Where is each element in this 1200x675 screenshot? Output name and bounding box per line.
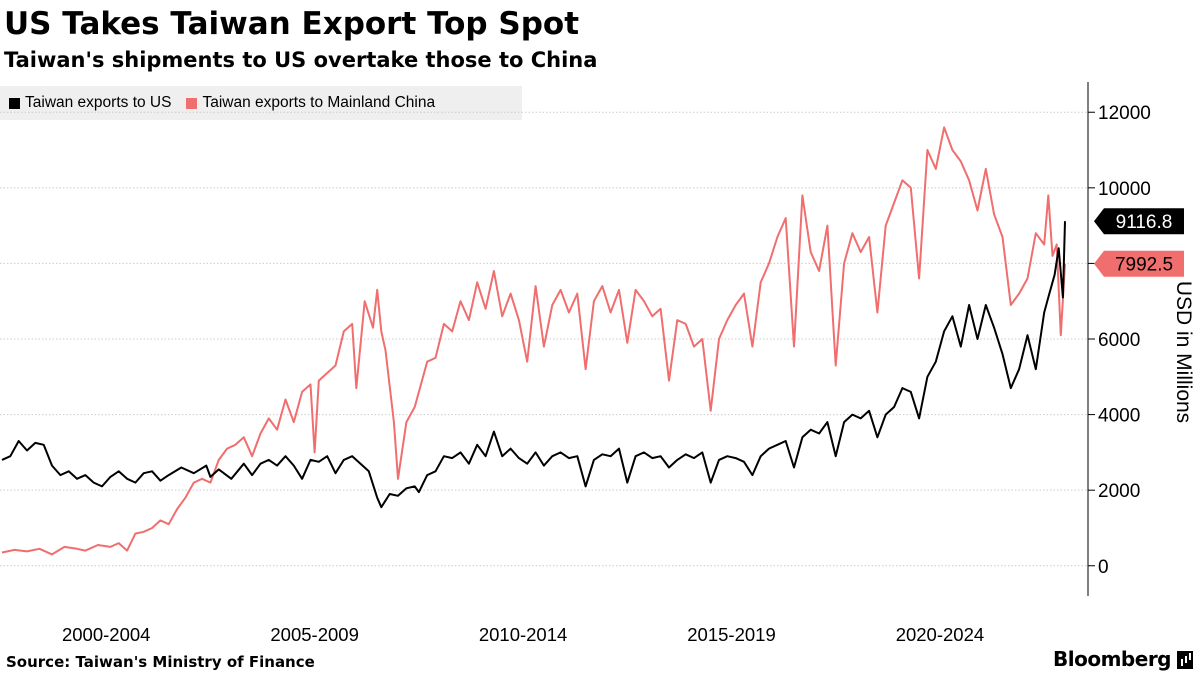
x-tick-label-3: 2015-2019 [687, 624, 775, 645]
chart-subtitle: Taiwan's shipments to US overtake those … [4, 48, 598, 72]
y-axis-label: USD in Millions [1172, 281, 1195, 423]
legend-label-us: Taiwan exports to US [25, 94, 172, 111]
chart-title: US Takes Taiwan Export Top Spot [4, 6, 580, 42]
series-line-us [1, 221, 1066, 509]
legend-swatch-china [186, 97, 198, 109]
end-label-value-china: 7992.5 [1115, 255, 1173, 276]
end-label-tag-us [1094, 208, 1184, 235]
y-tick-label-6000: 6000 [1098, 330, 1140, 351]
gridlines [0, 111, 1088, 567]
series-line-china [1, 126, 1066, 556]
x-tick-label-4: 2020-2024 [896, 624, 984, 645]
bloomberg-terminal-icon [1177, 651, 1193, 669]
x-axis-ticks: 2000-2004 2005-2009 2010-2014 2015-2019 2020… [62, 624, 984, 645]
end-label-china: 7992.5 [1094, 250, 1184, 277]
brand-name: Bloomberg [1053, 647, 1171, 671]
legend-label-china: Taiwan exports to Mainland China [202, 94, 436, 111]
legend-item-china: Taiwan exports to Mainland China [186, 94, 435, 112]
y-tick-label-12000: 12000 [1098, 103, 1151, 124]
legend-swatch-us [9, 97, 20, 109]
chart-legend: Taiwan exports to US Taiwan exports to M… [0, 86, 522, 120]
y-axis: 020004000600080001000012000 [1087, 82, 1151, 596]
end-label-us: 9116.8 [1094, 208, 1184, 235]
series-lines [1, 126, 1066, 556]
end-labels: 9116.8 7992.5 [1094, 208, 1184, 277]
y-tick-label-10000: 10000 [1098, 179, 1151, 200]
source-note: Source: Taiwan's Ministry of Finance [6, 653, 315, 671]
y-tick-label-0: 0 [1098, 557, 1109, 578]
y-tick-label-2000: 2000 [1098, 481, 1140, 502]
y-tick-label-4000: 4000 [1098, 406, 1140, 427]
end-label-value-us: 9116.8 [1116, 212, 1173, 233]
x-tick-label-2: 2010-2014 [479, 624, 567, 645]
bloomberg-logo: Bloomberg [1053, 647, 1193, 671]
x-tick-label-0: 2000-2004 [62, 624, 150, 645]
legend-item-us: Taiwan exports to US [9, 94, 171, 112]
x-tick-label-1: 2005-2009 [270, 624, 358, 645]
end-label-tag-china [1094, 250, 1184, 277]
